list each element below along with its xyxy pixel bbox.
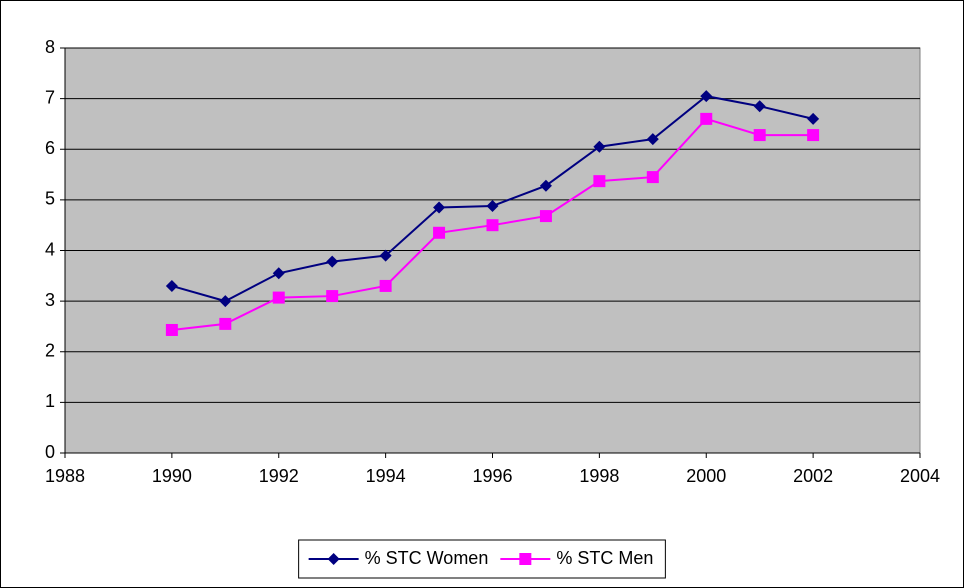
marker: [646, 133, 659, 146]
y-tick-label: 2: [45, 341, 55, 361]
marker: [593, 140, 606, 153]
legend-label: % STC Men: [556, 548, 653, 568]
marker: [486, 219, 499, 232]
marker: [272, 267, 285, 280]
x-tick-label: 2004: [900, 466, 940, 486]
y-tick-label: 4: [45, 239, 55, 259]
marker: [807, 129, 820, 142]
marker: [165, 279, 178, 292]
y-tick-label: 8: [45, 37, 55, 57]
legend: % STC Women % STC Men: [298, 539, 666, 579]
marker: [379, 279, 392, 292]
marker: [326, 255, 339, 268]
marker: [807, 112, 820, 125]
marker: [519, 553, 532, 565]
x-tick-label: 2002: [793, 466, 833, 486]
y-tick-label: 5: [45, 189, 55, 209]
marker: [486, 199, 499, 212]
x-tick-label: 1988: [45, 466, 85, 486]
marker: [646, 171, 659, 184]
marker: [219, 295, 232, 308]
marker: [272, 291, 285, 304]
x-tick-label: 2000: [686, 466, 726, 486]
x-tick-label: 1994: [366, 466, 406, 486]
y-tick-label: 3: [45, 290, 55, 310]
marker: [379, 249, 392, 262]
x-tick-label: 1990: [152, 466, 192, 486]
x-tick-label: 1998: [579, 466, 619, 486]
marker: [433, 201, 446, 214]
marker: [433, 226, 446, 239]
x-tick-label: 1996: [472, 466, 512, 486]
y-tick-label: 6: [45, 138, 55, 158]
x-tick-label: 1992: [259, 466, 299, 486]
y-tick-label: 0: [45, 442, 55, 462]
marker: [700, 112, 713, 125]
marker: [219, 317, 232, 330]
legend-box: [298, 539, 666, 579]
y-tick-label: 7: [45, 87, 55, 107]
y-tick-label: 1: [45, 391, 55, 411]
marker: [539, 179, 552, 192]
marker: [327, 553, 340, 565]
marker: [593, 175, 606, 188]
marker: [326, 290, 339, 303]
marker: [753, 129, 766, 142]
marker: [539, 210, 552, 223]
marker: [165, 323, 178, 336]
marker: [700, 90, 713, 103]
marker: [753, 100, 766, 113]
legend-label: % STC Women: [365, 548, 489, 568]
